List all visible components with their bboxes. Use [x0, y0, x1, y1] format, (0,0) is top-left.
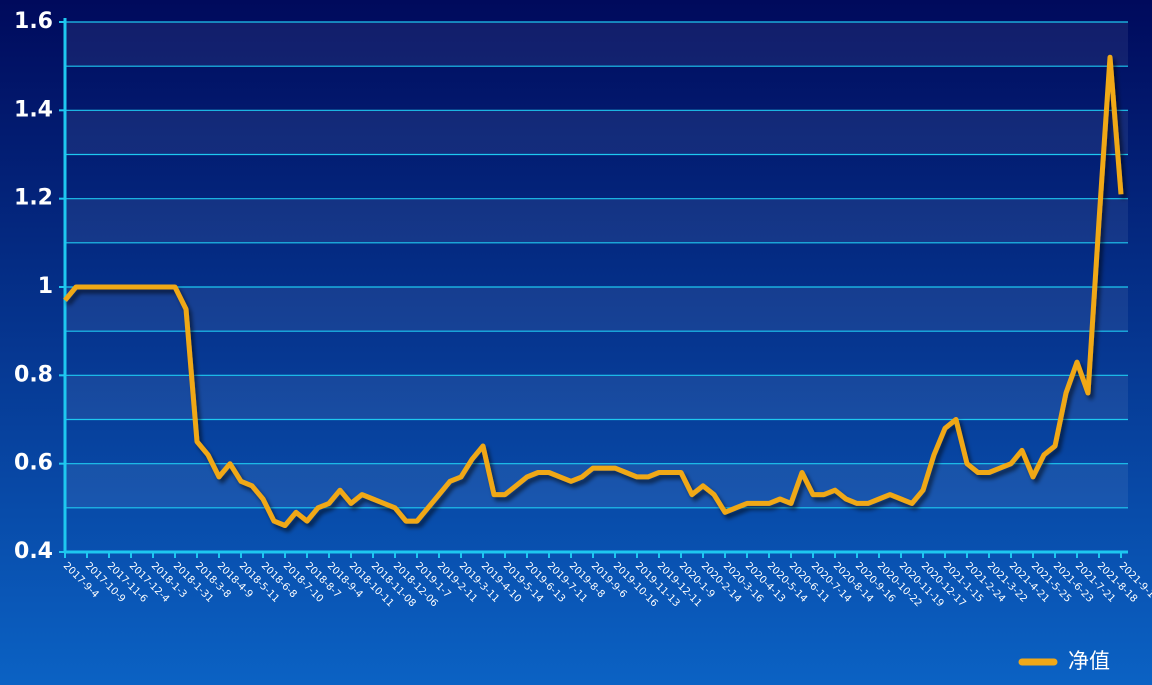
plot-band — [65, 375, 1128, 420]
plot-band — [65, 110, 1128, 155]
plot-band — [65, 463, 1128, 508]
y-tick-label: 0.6 — [14, 451, 53, 476]
y-tick-label: 1.2 — [14, 186, 53, 211]
y-tick-label: 0.4 — [14, 539, 53, 564]
y-tick-label: 1 — [38, 274, 53, 299]
legend-label: 净值 — [1068, 649, 1110, 673]
y-tick-label: 1.6 — [14, 9, 53, 34]
plot-band — [65, 198, 1128, 243]
y-tick-label: 0.8 — [14, 362, 53, 387]
line-series — [63, 54, 1124, 528]
plot-band — [65, 22, 1128, 67]
y-tick-label: 1.4 — [14, 97, 53, 122]
plot-band — [65, 287, 1128, 332]
